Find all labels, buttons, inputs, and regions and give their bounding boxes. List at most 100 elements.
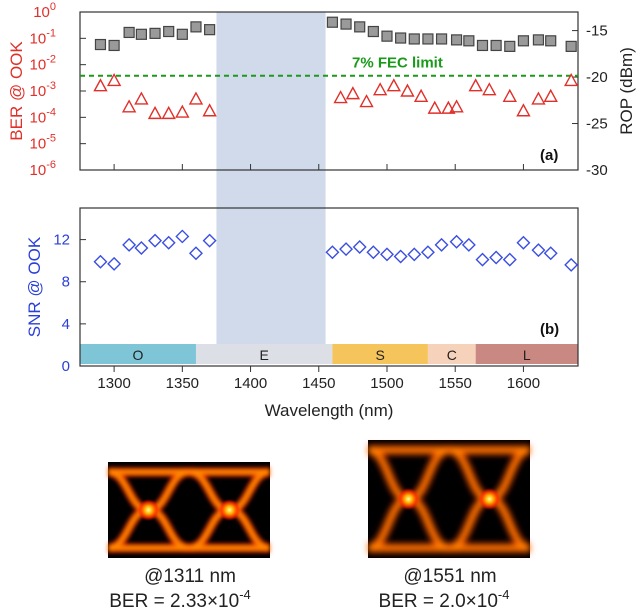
band-label-c: C — [447, 347, 457, 363]
ber-point — [468, 78, 483, 92]
ber-point — [372, 82, 388, 96]
ber-point — [333, 90, 348, 104]
snr-point — [516, 235, 531, 250]
ber-point — [175, 104, 190, 118]
fec-limit-label: 7% FEC limit — [352, 55, 443, 72]
snr-point — [352, 239, 367, 254]
panel-a-tag: (a) — [540, 147, 558, 164]
band-c — [427, 344, 476, 364]
rop-point — [340, 18, 352, 30]
ber-point — [563, 73, 579, 87]
x-tick-label: 1300 — [97, 375, 130, 392]
snr-point — [393, 249, 408, 264]
rop-tick-label: -20 — [586, 69, 608, 86]
snr-point — [461, 237, 476, 252]
rop-point — [108, 39, 120, 52]
snr-point — [366, 245, 381, 260]
snr-point — [489, 250, 504, 265]
eye-traces — [107, 467, 271, 553]
snr-point — [107, 256, 122, 271]
snr-point — [202, 233, 217, 248]
rop-point — [463, 35, 475, 47]
eye1-ber-exp: -4 — [239, 587, 251, 602]
ber-point — [93, 78, 108, 92]
ber-axis-label: BER @ OOK — [7, 41, 26, 141]
rop-point — [367, 25, 379, 38]
x-tick-label: 1350 — [166, 375, 199, 392]
rop-point — [408, 33, 420, 45]
ber-point — [202, 103, 217, 117]
eye1-ber-caption: BER = 2.33×10-4 — [109, 587, 251, 612]
band-label-e: E — [260, 347, 269, 363]
rop-point — [545, 35, 557, 47]
ber-tick-exp: -4 — [46, 106, 56, 118]
rop-point — [354, 21, 366, 33]
rop-tick-label: -25 — [586, 116, 608, 133]
ber-tick-exp: -1 — [46, 27, 56, 39]
eye-crossing — [397, 488, 420, 510]
eye-trace-core — [107, 469, 271, 550]
ber-tick-exp: -2 — [46, 54, 56, 66]
rop-point — [176, 28, 188, 40]
rop-point — [476, 39, 489, 52]
snr-point — [325, 245, 340, 260]
rop-tick-label: -30 — [586, 162, 608, 179]
band-s — [332, 344, 428, 364]
rop-point — [422, 33, 434, 45]
snr-point — [420, 245, 435, 260]
eye2-ber-exp: -4 — [498, 587, 510, 602]
panel-b-frame — [79, 207, 579, 367]
ber-tick-exp: -5 — [46, 133, 56, 145]
ber-point — [449, 99, 464, 113]
rop-point — [326, 16, 339, 28]
rop-point — [94, 38, 107, 51]
ber-point — [345, 86, 361, 100]
panel-b-tag: (b) — [540, 321, 559, 338]
eye1-ber-text: BER = 2.33×10 — [109, 591, 239, 612]
rop-point — [123, 26, 135, 39]
ber-tick-label: 10-3 — [30, 80, 56, 100]
panel-b-ticks: 0 4 8 12 1300 1350 1400 1450 1500 1550 1600 — [53, 232, 540, 392]
eye-trace-core — [107, 470, 271, 551]
snr-point — [161, 235, 176, 250]
eye-background — [368, 440, 530, 558]
rop-point — [504, 40, 516, 52]
ber-point — [147, 105, 163, 120]
ber-tick-label: 10-1 — [30, 27, 56, 47]
ber-point — [427, 100, 442, 114]
rop-point — [565, 40, 577, 52]
snr-point — [434, 237, 449, 252]
rop-point — [381, 30, 393, 42]
ber-point — [482, 82, 497, 96]
band-label-l: L — [523, 347, 531, 363]
rop-point — [532, 34, 545, 46]
snr-point — [502, 252, 517, 267]
ber-point — [543, 88, 558, 102]
rop-point — [450, 34, 463, 46]
band-label-s: S — [375, 347, 384, 363]
snr-point — [449, 234, 464, 249]
wavelength-axis-label: Wavelength (nm) — [265, 401, 394, 420]
ber-tick-label: 10-5 — [30, 133, 56, 153]
snr-tick-label: 4 — [62, 316, 70, 333]
eye-crossing — [137, 499, 160, 521]
rop-point — [135, 28, 147, 40]
ber-point — [531, 91, 546, 105]
panel-b-points — [93, 229, 579, 272]
ber-tick-label: 10-4 — [30, 106, 56, 126]
x-tick-label: 1550 — [439, 375, 472, 392]
rop-tick-label: -15 — [586, 23, 608, 40]
eye-diagram-1311 — [107, 462, 271, 558]
rop-point — [149, 27, 161, 39]
eye-traces — [366, 445, 532, 553]
snr-point — [543, 246, 558, 261]
snr-point — [475, 252, 490, 267]
snr-point — [93, 254, 108, 269]
rop-point — [395, 32, 407, 44]
ber-tick-label: 10-2 — [30, 54, 56, 74]
ber-tick-exp: -6 — [46, 159, 56, 171]
rop-point — [190, 21, 202, 33]
